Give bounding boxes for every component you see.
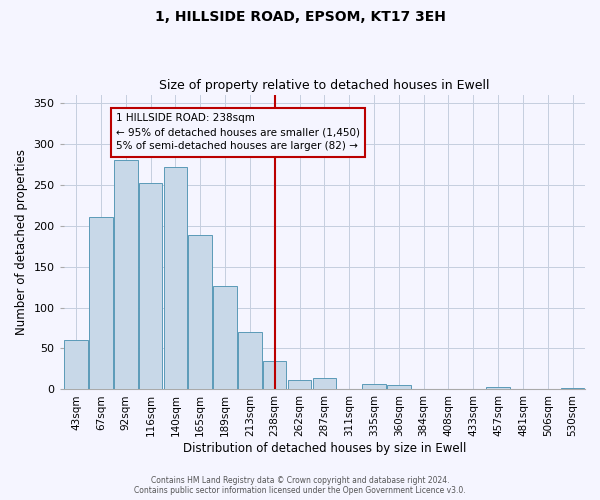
Text: Contains HM Land Registry data © Crown copyright and database right 2024.
Contai: Contains HM Land Registry data © Crown c…: [134, 476, 466, 495]
Y-axis label: Number of detached properties: Number of detached properties: [15, 149, 28, 335]
Bar: [213, 286, 237, 390]
Title: Size of property relative to detached houses in Ewell: Size of property relative to detached ho…: [159, 79, 490, 92]
Bar: [561, 388, 584, 390]
Bar: [164, 166, 187, 390]
Bar: [487, 387, 510, 390]
Bar: [89, 218, 113, 390]
Bar: [188, 236, 212, 390]
Bar: [139, 183, 163, 390]
Bar: [238, 332, 262, 390]
X-axis label: Distribution of detached houses by size in Ewell: Distribution of detached houses by size …: [182, 442, 466, 455]
Bar: [412, 388, 436, 390]
Bar: [288, 380, 311, 390]
Text: 1 HILLSIDE ROAD: 238sqm
← 95% of detached houses are smaller (1,450)
5% of semi-: 1 HILLSIDE ROAD: 238sqm ← 95% of detache…: [116, 114, 360, 152]
Bar: [263, 361, 286, 390]
Bar: [387, 386, 410, 390]
Bar: [114, 160, 137, 390]
Bar: [313, 378, 336, 390]
Text: 1, HILLSIDE ROAD, EPSOM, KT17 3EH: 1, HILLSIDE ROAD, EPSOM, KT17 3EH: [155, 10, 445, 24]
Bar: [536, 388, 560, 390]
Bar: [362, 384, 386, 390]
Bar: [64, 340, 88, 390]
